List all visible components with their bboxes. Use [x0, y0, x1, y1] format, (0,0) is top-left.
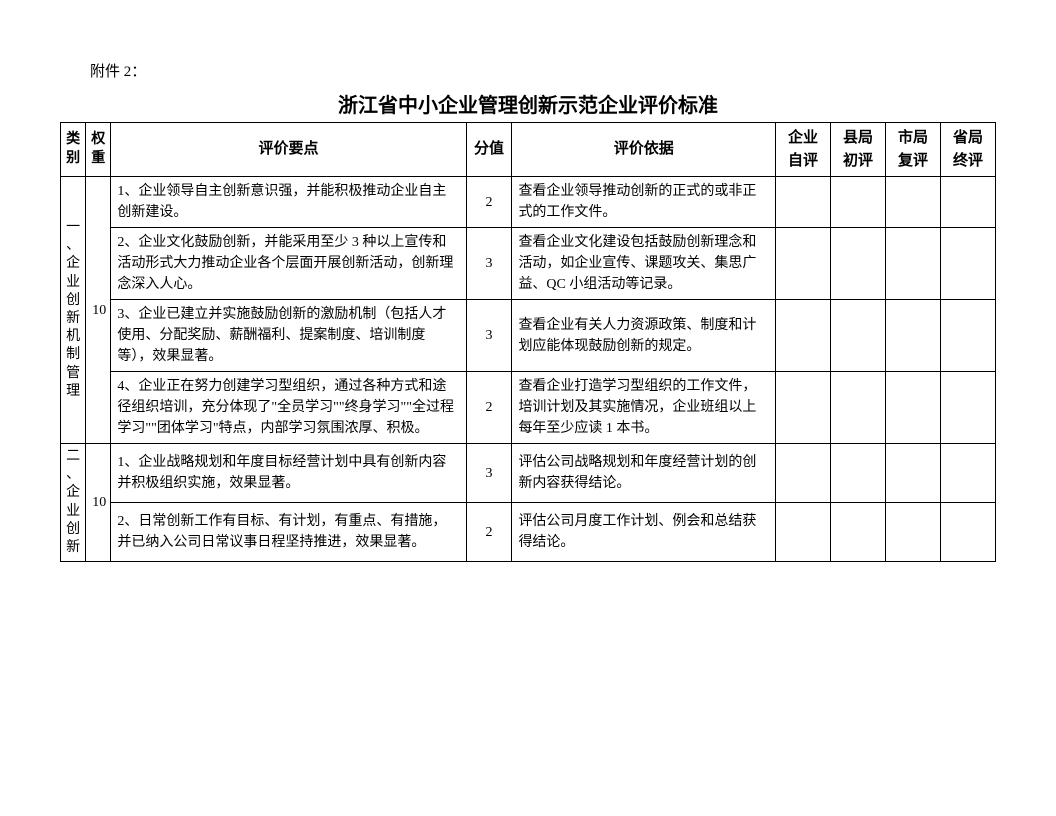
province-eval-cell — [940, 444, 995, 503]
basis-cell: 评估公司战略规划和年度经营计划的创新内容获得结论。 — [512, 444, 776, 503]
score-cell: 2 — [466, 503, 512, 562]
header-province-eval: 省局终评 — [940, 123, 995, 177]
self-eval-cell — [775, 300, 830, 372]
province-eval-cell — [940, 503, 995, 562]
score-cell: 2 — [466, 372, 512, 444]
attachment-label: 附件 2： — [90, 60, 996, 81]
basis-cell: 查看企业打造学习型组织的工作文件，培训计划及其实施情况，企业班组以上每年至少应读… — [512, 372, 776, 444]
self-eval-cell — [775, 444, 830, 503]
table-row: 4、企业正在努力创建学习型组织，通过各种方式和途径组织培训，充分体现了"全员学习… — [61, 372, 996, 444]
evaluation-table: 类别 权重 评价要点 分值 评价依据 企业自评 县局初评 市局复评 省局终评 一… — [60, 122, 996, 562]
city-eval-cell — [885, 177, 940, 228]
header-city-eval: 市局复评 — [885, 123, 940, 177]
score-cell: 3 — [466, 444, 512, 503]
province-eval-cell — [940, 177, 995, 228]
county-eval-cell — [830, 228, 885, 300]
category-cell: 一、企业创新机制管理 — [61, 177, 86, 444]
header-basis: 评价依据 — [512, 123, 776, 177]
city-eval-cell — [885, 228, 940, 300]
criteria-cell: 4、企业正在努力创建学习型组织，通过各种方式和途径组织培训，充分体现了"全员学习… — [111, 372, 466, 444]
county-eval-cell — [830, 503, 885, 562]
self-eval-cell — [775, 503, 830, 562]
criteria-cell: 1、企业战略规划和年度目标经营计划中具有创新内容并积极组织实施，效果显著。 — [111, 444, 466, 503]
weight-cell: 10 — [86, 444, 111, 562]
province-eval-cell — [940, 372, 995, 444]
weight-cell: 10 — [86, 177, 111, 444]
header-self-eval: 企业自评 — [775, 123, 830, 177]
header-category: 类别 — [61, 123, 86, 177]
score-cell: 2 — [466, 177, 512, 228]
basis-cell: 查看企业文化建设包括鼓励创新理念和活动，如企业宣传、课题攻关、集思广益、QC 小… — [512, 228, 776, 300]
self-eval-cell — [775, 177, 830, 228]
self-eval-cell — [775, 372, 830, 444]
city-eval-cell — [885, 444, 940, 503]
table-header-row: 类别 权重 评价要点 分值 评价依据 企业自评 县局初评 市局复评 省局终评 — [61, 123, 996, 177]
header-county-eval: 县局初评 — [830, 123, 885, 177]
criteria-cell: 2、企业文化鼓励创新，并能采用至少 3 种以上宣传和活动形式大力推动企业各个层面… — [111, 228, 466, 300]
city-eval-cell — [885, 372, 940, 444]
city-eval-cell — [885, 300, 940, 372]
criteria-cell: 1、企业领导自主创新意识强，并能积极推动企业自主创新建设。 — [111, 177, 466, 228]
score-cell: 3 — [466, 300, 512, 372]
basis-cell: 查看企业领导推动创新的正式的或非正式的工作文件。 — [512, 177, 776, 228]
county-eval-cell — [830, 177, 885, 228]
category-cell: 二、企业创新 — [61, 444, 86, 562]
criteria-cell: 2、日常创新工作有目标、有计划，有重点、有措施，并已纳入公司日常议事日程坚持推进… — [111, 503, 466, 562]
header-criteria: 评价要点 — [111, 123, 466, 177]
table-row: 一、企业创新机制管理101、企业领导自主创新意识强，并能积极推动企业自主创新建设… — [61, 177, 996, 228]
county-eval-cell — [830, 300, 885, 372]
table-row: 二、企业创新101、企业战略规划和年度目标经营计划中具有创新内容并积极组织实施，… — [61, 444, 996, 503]
criteria-cell: 3、企业已建立并实施鼓励创新的激励机制（包括人才使用、分配奖励、薪酬福利、提案制… — [111, 300, 466, 372]
county-eval-cell — [830, 372, 885, 444]
city-eval-cell — [885, 503, 940, 562]
basis-cell: 评估公司月度工作计划、例会和总结获得结论。 — [512, 503, 776, 562]
basis-cell: 查看企业有关人力资源政策、制度和计划应能体现鼓励创新的规定。 — [512, 300, 776, 372]
header-score: 分值 — [466, 123, 512, 177]
header-weight: 权重 — [86, 123, 111, 177]
self-eval-cell — [775, 228, 830, 300]
province-eval-cell — [940, 228, 995, 300]
table-row: 2、日常创新工作有目标、有计划，有重点、有措施，并已纳入公司日常议事日程坚持推进… — [61, 503, 996, 562]
table-row: 3、企业已建立并实施鼓励创新的激励机制（包括人才使用、分配奖励、薪酬福利、提案制… — [61, 300, 996, 372]
county-eval-cell — [830, 444, 885, 503]
province-eval-cell — [940, 300, 995, 372]
table-row: 2、企业文化鼓励创新，并能采用至少 3 种以上宣传和活动形式大力推动企业各个层面… — [61, 228, 996, 300]
score-cell: 3 — [466, 228, 512, 300]
page-title: 浙江省中小企业管理创新示范企业评价标准 — [60, 89, 996, 118]
